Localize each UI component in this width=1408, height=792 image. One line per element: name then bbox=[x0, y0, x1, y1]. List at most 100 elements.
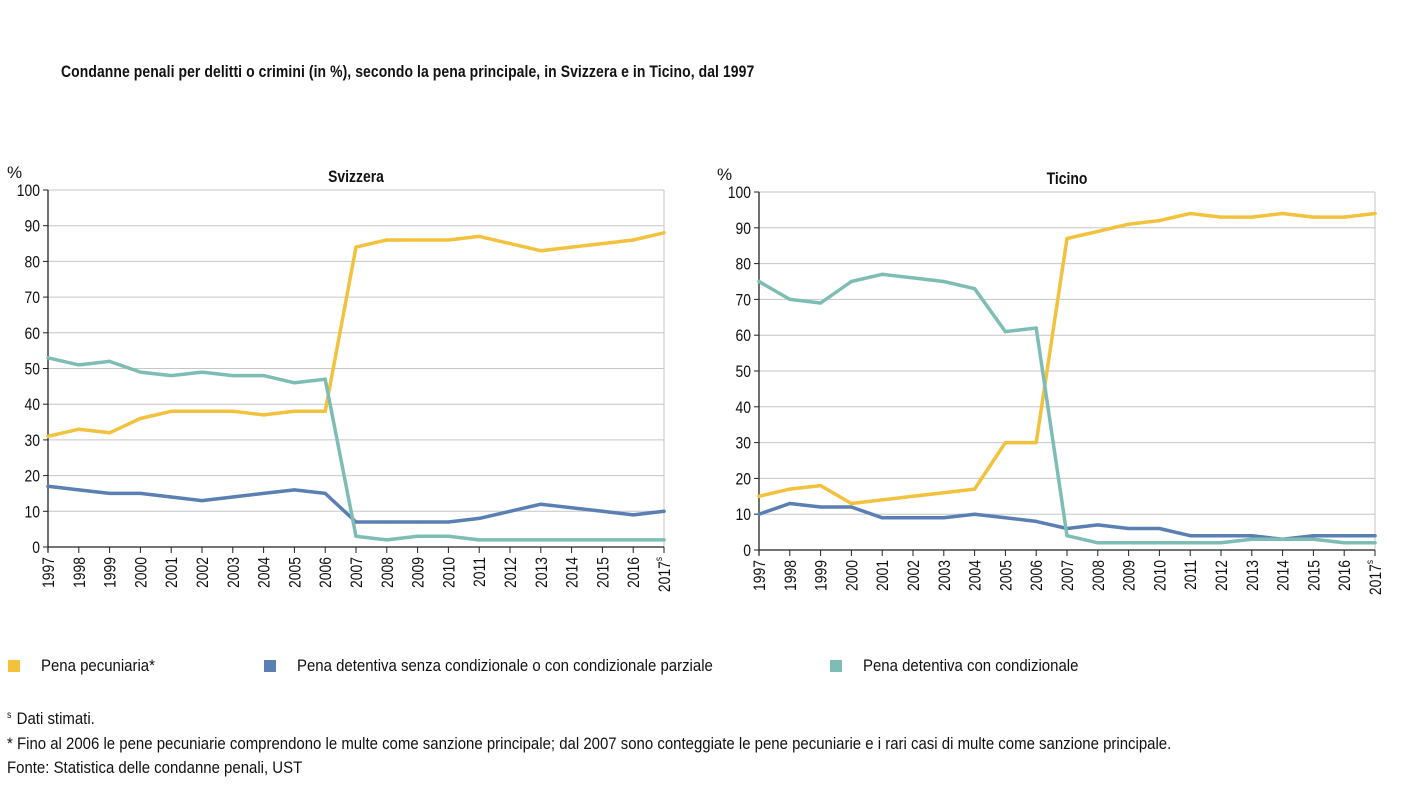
svizzera-panel-title: Svizzera bbox=[328, 168, 384, 187]
ticino-ytick-label-0: 0 bbox=[743, 542, 751, 561]
ticino-series-pena-detentiva-con-condizionale-point-2001 bbox=[880, 272, 884, 276]
svizzera-series-pena-detentiva-con-condizionale-point-2003 bbox=[231, 374, 235, 378]
ticino-series-pena-detentiva-senza-condizionale-o-con-condizionale-parziale-point-2013 bbox=[1250, 534, 1254, 538]
ticino-series-pena-detentiva-con-condizionale-point-2002 bbox=[911, 276, 915, 280]
svizzera-xtick-label-2008: 2008 bbox=[379, 557, 398, 588]
svizzera-series-pena-detentiva-senza-condizionale-o-con-condizionale-parziale-point-1998 bbox=[77, 488, 81, 492]
svg-text:2007: 2007 bbox=[348, 557, 367, 588]
ticino-series-pena-pecuniaria-point-2009 bbox=[1127, 222, 1131, 226]
svg-text:2008: 2008 bbox=[379, 557, 398, 588]
svizzera-xtick-label-2005: 2005 bbox=[286, 557, 305, 588]
svizzera-series-pena-detentiva-con-condizionale-point-2015 bbox=[600, 538, 605, 542]
svizzera-series-pena-detentiva-con-condizionale-point-2000 bbox=[138, 370, 142, 374]
footnote-estimated-text: Dati stimati. bbox=[16, 709, 95, 728]
svizzera-series-pena-pecuniaria-point-2010 bbox=[446, 238, 450, 242]
svizzera-series-pena-pecuniaria-point-2001 bbox=[169, 409, 173, 413]
svizzera-series-pena-detentiva-senza-condizionale-o-con-condizionale-parziale-point-2000 bbox=[138, 491, 142, 496]
svg-text:2001: 2001 bbox=[163, 557, 182, 588]
ticino-series-pena-detentiva-con-condizionale-point-2010 bbox=[1157, 541, 1161, 545]
svg-text:2002: 2002 bbox=[905, 560, 924, 591]
svizzera-series-pena-detentiva-con-condizionale-point-1998 bbox=[77, 363, 81, 367]
svizzera-ytick-label-40: 40 bbox=[25, 396, 41, 415]
ticino-series-pena-detentiva-con-condizionale-point-2008 bbox=[1096, 541, 1100, 545]
ticino-series-pena-detentiva-senza-condizionale-o-con-condizionale-parziale-point-2004 bbox=[973, 512, 977, 516]
svizzera-series-pena-detentiva-con-condizionale-point-2010 bbox=[446, 534, 450, 538]
svizzera-series-pena-pecuniaria-point-2013 bbox=[539, 249, 543, 253]
legend-swatch-detentiva-con bbox=[830, 660, 842, 672]
ticino-series-pena-detentiva-con-condizionale-point-1997 bbox=[757, 279, 761, 284]
svizzera-series-pena-detentiva-con-condizionale-point-2001 bbox=[169, 374, 173, 378]
svizzera-xtick-label-2017: 2017s bbox=[653, 557, 674, 592]
ticino-series-pena-detentiva-con-condizionale-point-2011 bbox=[1188, 541, 1192, 545]
ticino-series-pena-pecuniaria-point-2000 bbox=[849, 501, 853, 506]
svizzera-series-pena-pecuniaria-point-2012 bbox=[508, 241, 512, 246]
svizzera-xtick-label-2014: 2014 bbox=[563, 557, 582, 588]
ticino-xtick-label-2017: 2017s bbox=[1364, 560, 1385, 595]
ticino-xtick-label-2000: 2000 bbox=[843, 560, 862, 591]
svg-text:2015: 2015 bbox=[594, 557, 613, 588]
svizzera-ytick-label-60: 60 bbox=[25, 325, 41, 344]
svizzera-xtick-label-2001: 2001 bbox=[163, 557, 182, 588]
svizzera-series-pena-detentiva-con-condizionale-point-2005 bbox=[292, 381, 296, 385]
ticino-ytick-label-10: 10 bbox=[736, 506, 752, 525]
ticino-series-pena-detentiva-senza-condizionale-o-con-condizionale-parziale-point-1998 bbox=[788, 501, 792, 506]
svizzera-xtick-label-1998: 1998 bbox=[71, 557, 90, 588]
svg-text:2016: 2016 bbox=[625, 557, 644, 588]
ticino-series-pena-pecuniaria-point-2004 bbox=[973, 487, 977, 491]
svizzera-series-pena-detentiva-con-condizionale-line bbox=[46, 356, 666, 542]
ticino-series-pena-pecuniaria-point-2011 bbox=[1188, 211, 1192, 216]
ticino-series-pena-pecuniaria-point-2010 bbox=[1157, 219, 1161, 223]
svg-text:2000: 2000 bbox=[843, 560, 862, 591]
svizzera-series-pena-detentiva-con-condizionale-point-2016 bbox=[631, 538, 635, 542]
legend-swatch-detentiva-senza bbox=[264, 660, 276, 672]
svizzera-series-pena-detentiva-senza-condizionale-o-con-condizionale-parziale-point-2014 bbox=[570, 506, 574, 510]
svizzera-series-pena-detentiva-senza-condizionale-o-con-condizionale-parziale-point-2008 bbox=[385, 520, 389, 524]
ticino-series-pena-pecuniaria-point-1999 bbox=[819, 483, 823, 488]
svg-text:2003: 2003 bbox=[936, 560, 955, 591]
svizzera-series-pena-detentiva-senza-condizionale-o-con-condizionale-parziale-point-2002 bbox=[200, 498, 204, 503]
ticino-series-pena-detentiva-con-condizionale-point-2004 bbox=[973, 287, 977, 291]
svizzera-series-pena-detentiva-con-condizionale-point-2013 bbox=[539, 538, 543, 542]
svizzera-series-pena-detentiva-senza-condizionale-o-con-condizionale-parziale-point-2010 bbox=[446, 520, 450, 524]
svizzera-xtick-label-2004: 2004 bbox=[255, 557, 274, 588]
ticino-xtick-label-2012: 2012 bbox=[1213, 560, 1232, 591]
svizzera-series-pena-detentiva-con-condizionale-point-2002 bbox=[200, 370, 204, 374]
ticino-series-pena-pecuniaria-point-2005 bbox=[1003, 441, 1007, 445]
svizzera-series-pena-detentiva-senza-condizionale-o-con-condizionale-parziale-point-2007 bbox=[354, 520, 358, 524]
svg-text:2011: 2011 bbox=[471, 557, 490, 587]
ticino-series-pena-detentiva-senza-condizionale-o-con-condizionale-parziale-point-2001 bbox=[880, 516, 884, 520]
ticino-series-pena-pecuniaria-point-2012 bbox=[1219, 215, 1223, 219]
svizzera-xtick-label-2016: 2016 bbox=[625, 557, 644, 588]
svizzera-series-pena-detentiva-senza-condizionale-o-con-condizionale-parziale-point-2009 bbox=[416, 520, 420, 524]
svg-text:2002: 2002 bbox=[194, 557, 213, 588]
ticino-series-pena-pecuniaria-line bbox=[757, 211, 1377, 506]
svg-text:2005: 2005 bbox=[997, 560, 1016, 591]
ticino-series-pena-detentiva-con-condizionale-point-2003 bbox=[942, 279, 946, 284]
ticino-series-pena-detentiva-senza-condizionale-o-con-condizionale-parziale-point-2011 bbox=[1188, 534, 1192, 538]
svg-text:2004: 2004 bbox=[255, 557, 274, 588]
ticino-series-pena-pecuniaria-point-1998 bbox=[788, 487, 792, 491]
ticino-xtick-label-1999: 1999 bbox=[812, 560, 831, 591]
svizzera-series-pena-pecuniaria-point-2014 bbox=[570, 245, 574, 249]
svizzera-ytick-label-0: 0 bbox=[32, 539, 40, 558]
svizzera-series-pena-detentiva-con-condizionale-point-2007 bbox=[354, 534, 358, 538]
svizzera-xtick-label-2011: 2011 bbox=[471, 557, 490, 587]
ticino-series-pena-detentiva-con-condizionale-point-1998 bbox=[788, 297, 792, 301]
ticino-xtick-label-2009: 2009 bbox=[1120, 560, 1139, 591]
svg-text:2010: 2010 bbox=[440, 557, 459, 588]
ticino-xtick-label-2003: 2003 bbox=[936, 560, 955, 591]
footnote-pecuniarie: * Fino al 2006 le pene pecuniarie compre… bbox=[7, 733, 1172, 753]
svg-text:2011: 2011 bbox=[1182, 560, 1201, 590]
svizzera-ytick-label-10: 10 bbox=[25, 503, 41, 522]
ticino-series-pena-pecuniaria-point-1997 bbox=[757, 494, 761, 498]
svizzera-series-pena-detentiva-senza-condizionale-o-con-condizionale-parziale-point-2001 bbox=[169, 495, 173, 499]
svizzera-series-pena-pecuniaria-point-2017 bbox=[662, 231, 666, 235]
footnote-estimated: s Dati stimati. bbox=[7, 704, 1171, 732]
svizzera-series-pena-detentiva-senza-condizionale-o-con-condizionale-parziale-point-1997 bbox=[46, 484, 50, 488]
ticino-series-pena-pecuniaria-point-2001 bbox=[880, 498, 884, 502]
svizzera-xtick-label-2003: 2003 bbox=[225, 557, 244, 588]
ticino-series-pena-detentiva-senza-condizionale-o-con-condizionale-parziale-point-2006 bbox=[1034, 519, 1038, 523]
svizzera-series-pena-detentiva-senza-condizionale-o-con-condizionale-parziale-point-2016 bbox=[631, 513, 635, 517]
ticino-series-pena-detentiva-con-condizionale-point-2006 bbox=[1034, 326, 1038, 330]
svizzera-ytick-label-100: 100 bbox=[17, 182, 41, 201]
